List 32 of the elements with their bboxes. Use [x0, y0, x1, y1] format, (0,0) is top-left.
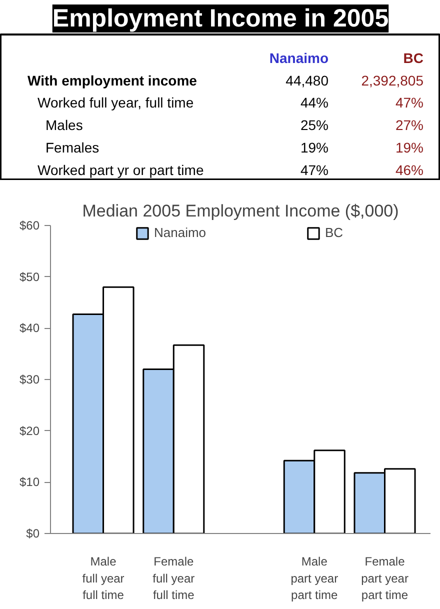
text: 27% — [395, 117, 424, 134]
text: 2,392,805 — [361, 72, 424, 88]
text: Females — [46, 139, 100, 156]
text: Worked full year, full time — [38, 94, 194, 111]
text: 47% — [300, 162, 329, 178]
x-tick-label: Female part year part time — [361, 554, 408, 602]
text: Worked part yr or part time — [38, 162, 204, 178]
y-tick-label: $10 — [19, 475, 40, 490]
legend-label: Nanaimo — [154, 225, 206, 240]
text: 46% — [395, 162, 424, 178]
x-tick-label: Male part year part time — [290, 554, 338, 602]
text: Nanaimo — [269, 50, 328, 66]
text: BC — [403, 50, 424, 66]
text: 19% — [395, 139, 424, 156]
text: 19% — [300, 139, 329, 156]
y-tick-label: $20 — [19, 424, 40, 438]
text: 47% — [395, 94, 424, 111]
text: Males — [46, 117, 83, 134]
text: 44,480 — [286, 72, 329, 88]
x-tick-label: Female full year full time — [152, 554, 195, 602]
text: Employment Income in 2005 — [52, 4, 389, 32]
y-tick-label: $50 — [19, 270, 40, 284]
text: 44% — [300, 94, 329, 111]
chart-title: Median 2005 Employment Income ($,000) — [82, 202, 399, 220]
x-tick-label: Male full year full time — [82, 554, 124, 602]
text: With employment income — [28, 72, 198, 88]
y-tick-label: $30 — [19, 372, 40, 386]
y-tick-label: $40 — [19, 321, 40, 336]
y-tick-label: $0 — [26, 526, 40, 540]
y-tick-label: $60 — [19, 218, 40, 232]
text: 25% — [300, 117, 329, 134]
legend-label: BC — [325, 225, 344, 240]
